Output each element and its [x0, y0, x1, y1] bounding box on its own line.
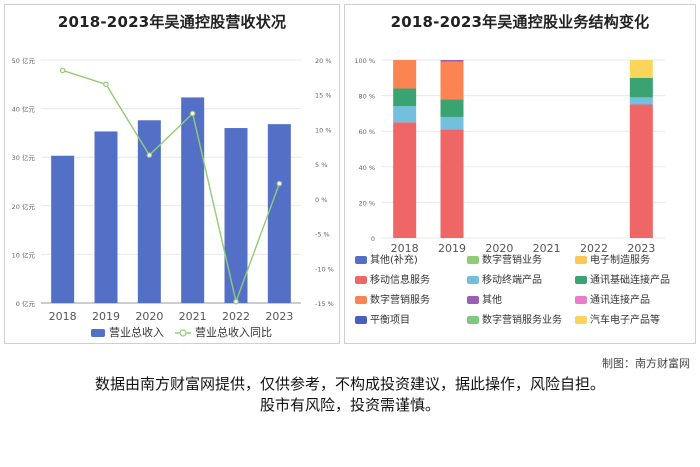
- y-axis-left-tick-label: 10 亿元: [12, 250, 36, 259]
- yoy-point: [103, 81, 109, 88]
- chart-credit: 制图：南方财富网: [602, 357, 690, 370]
- stack-segment: [393, 88, 417, 107]
- x-axis-tick-label: 2019: [438, 242, 466, 255]
- x-axis-tick-label: 2019: [92, 310, 120, 323]
- y-axis-left-tick-label: 0 亿元: [16, 299, 36, 308]
- legend-yoy-swatch-point: [179, 329, 187, 337]
- stack-segment: [629, 104, 653, 238]
- y-axis-right-tick-label: 5 %: [315, 161, 327, 169]
- disclaimer: 数据由南方财富网提供，仅供参考，不构成投资建议，据此操作，风险自担。 股市有风险…: [0, 374, 700, 416]
- revenue-chart-title: 2018-2023年吴通控股营收状况: [57, 13, 287, 31]
- y-axis-right-tick-label: -5 %: [315, 231, 330, 239]
- stack-segment: [393, 60, 417, 89]
- y-axis-right-tick-label: -10 %: [315, 265, 334, 273]
- y-axis-right-tick-label: 10 %: [315, 126, 332, 134]
- y-axis-tick-label: 20 %: [358, 199, 375, 207]
- revenue-bar: [267, 124, 291, 303]
- y-axis-right-tick-label: 20 %: [315, 57, 332, 65]
- legend-label: 汽车电子产品等: [590, 313, 660, 326]
- legend-label: 其他: [482, 293, 502, 306]
- legend-swatch: [575, 316, 587, 324]
- legend-label: 数字营销服务业务: [482, 313, 562, 326]
- revenue-bar: [94, 131, 118, 303]
- x-axis-tick-label: 2021: [179, 310, 207, 323]
- x-axis-tick-label: 2020: [135, 310, 163, 323]
- legend-swatch: [467, 296, 479, 304]
- yoy-point: [59, 67, 66, 74]
- legend-revenue-label: 营业总收入: [109, 325, 164, 339]
- legend-yoy-label: 营业总收入同比: [195, 325, 272, 339]
- legend-swatch: [467, 256, 479, 264]
- legend-label: 平衡项目: [370, 314, 410, 326]
- x-axis-tick-label: 2020: [485, 242, 513, 255]
- y-axis-tick-label: 80 %: [358, 93, 375, 101]
- y-axis-right-tick-label: -15 %: [315, 300, 334, 308]
- legend-revenue-swatch: [91, 329, 105, 337]
- legend-swatch: [575, 276, 587, 284]
- stack-segment: [440, 99, 464, 117]
- yoy-point: [146, 152, 153, 158]
- business-structure-chart-title: 2018-2023年吴通控股业务结构变化: [390, 13, 650, 31]
- disclaimer-line-2: 股市有风险，投资需谨慎。: [259, 396, 440, 414]
- legend-label: 数字营销业务: [482, 253, 542, 266]
- yoy-point: [189, 110, 196, 117]
- legend-label: 其他(补充): [370, 253, 418, 266]
- x-axis-tick-label: 2023: [265, 310, 293, 323]
- revenue-bar: [51, 155, 75, 303]
- legend-label: 数字营销服务: [370, 293, 430, 306]
- x-axis-tick-label: 2022: [580, 242, 608, 255]
- stack-segment: [440, 116, 464, 130]
- revenue-chart-svg: 0 亿元 10 亿元 20 亿元 30 亿元 40 亿元 50 亿元 -15 % -10 % -…: [12, 56, 334, 339]
- y-axis-left-tick-label: 50 亿元: [12, 56, 36, 65]
- legend-swatch: [355, 256, 367, 264]
- legend-label: 通讯基础连接产品: [590, 273, 670, 286]
- business-structure-chart-svg: 0 20 % 40 % 60 % 80 % 100 % 2018 2019 2020 2021 20…: [354, 57, 670, 326]
- revenue-bar: [224, 128, 248, 303]
- legend-swatch: [575, 296, 587, 304]
- y-axis-left-tick-label: 40 亿元: [12, 105, 36, 114]
- stack-segment: [440, 61, 464, 100]
- revenue-chart-panel: 2018-2023年吴通控股营收状况 0 亿元 10 亿元 20 亿元 30 亿元 40…: [4, 4, 340, 344]
- stack-segment: [393, 106, 417, 123]
- y-axis-tick-label: 40 %: [358, 164, 375, 172]
- y-axis-right-tick-label: 15 %: [315, 92, 332, 100]
- x-axis-tick-label: 2018: [391, 242, 419, 255]
- business-structure-chart-panel: 2018-2023年吴通控股业务结构变化 0 20 % 40 % 60 % 80 % 10…: [344, 4, 696, 344]
- legend-swatch: [355, 276, 367, 284]
- revenue-bar: [181, 97, 205, 303]
- disclaimer-line-1: 数据由南方财富网提供，仅供参考，不构成投资建议，据此操作，风险自担。: [94, 375, 605, 393]
- y-axis-tick-label: 100 %: [354, 57, 375, 65]
- stack-segment: [393, 122, 417, 238]
- x-axis-tick-label: 2018: [49, 310, 77, 323]
- legend-label: 移动终端产品: [482, 273, 542, 286]
- legend-swatch: [575, 256, 587, 264]
- y-axis-left-tick-label: 20 亿元: [12, 202, 36, 211]
- yoy-point: [233, 298, 239, 305]
- legend-swatch: [467, 276, 479, 284]
- y-axis-left-tick-label: 30 亿元: [12, 153, 36, 162]
- y-axis-right-tick-label: 0 %: [315, 196, 327, 204]
- stack-segment: [629, 77, 653, 98]
- y-axis-tick-label: 60 %: [358, 128, 375, 136]
- stack-segment: [629, 97, 653, 105]
- stack-segment: [629, 60, 653, 78]
- legend-swatch: [355, 296, 367, 304]
- legend-swatch: [467, 316, 479, 324]
- x-axis-tick-label: 2023: [627, 242, 655, 255]
- stack-segment: [440, 60, 464, 62]
- x-axis-tick-label: 2021: [533, 242, 561, 255]
- revenue-bar: [137, 120, 161, 303]
- legend-swatch: [355, 316, 367, 324]
- stack-segment: [440, 129, 464, 238]
- yoy-point: [276, 180, 283, 187]
- legend-label: 电子制造服务: [590, 253, 650, 266]
- yoy-line: [62, 69, 280, 305]
- x-axis-tick-label: 2022: [222, 310, 250, 323]
- y-axis-tick-label: 0: [371, 235, 375, 243]
- legend-label: 移动信息服务: [370, 273, 430, 286]
- legend-label: 通讯连接产品: [590, 293, 650, 306]
